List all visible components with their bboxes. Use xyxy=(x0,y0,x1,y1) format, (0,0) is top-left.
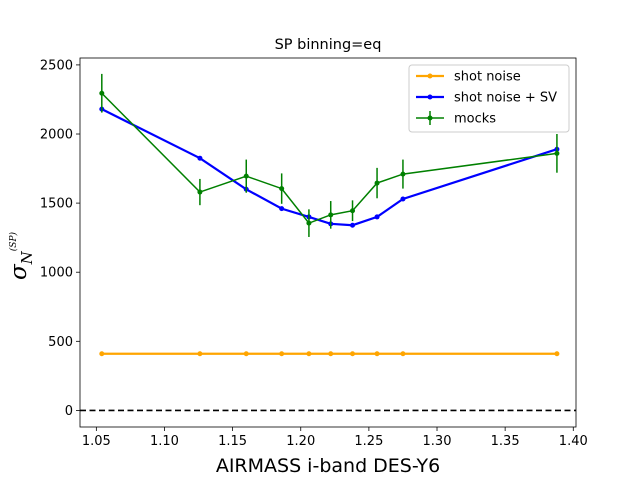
legend-label: shot noise xyxy=(454,70,521,85)
legend-label: shot noise + SV xyxy=(454,91,557,106)
x-tick-label: 1.25 xyxy=(354,434,383,449)
legend-entries: shot noise shot noise + SV mocks xyxy=(416,70,557,127)
series-3 xyxy=(99,73,560,237)
data-point xyxy=(554,150,560,156)
data-point xyxy=(350,208,356,214)
data-point xyxy=(99,90,105,96)
x-tick-label: 1.15 xyxy=(218,434,247,449)
data-point xyxy=(554,351,560,357)
legend: shot noise shot noise + SV mocks xyxy=(408,64,570,133)
series-1 xyxy=(99,351,560,357)
y-axis-label-main: σ xyxy=(6,263,32,280)
data-point xyxy=(197,155,203,161)
series-layer xyxy=(99,73,560,357)
data-point xyxy=(350,351,356,357)
legend-entry-2: shot noise + SV xyxy=(416,91,557,106)
y-tick-label: 2000 xyxy=(40,128,73,143)
y-tick-label: 500 xyxy=(48,335,73,350)
data-point xyxy=(400,171,406,177)
y-axis-label-sub: N xyxy=(18,250,36,265)
data-point xyxy=(197,351,203,357)
data-point xyxy=(400,196,406,202)
data-point xyxy=(328,212,334,218)
legend-marker xyxy=(427,94,433,100)
series-line xyxy=(101,108,558,227)
x-tick-label: 1.20 xyxy=(286,434,315,449)
legend-label: mocks xyxy=(454,112,496,127)
data-point xyxy=(374,351,380,357)
x-tick-label: 1.35 xyxy=(491,434,520,449)
x-tick-label: 1.30 xyxy=(423,434,452,449)
data-point xyxy=(99,351,105,357)
data-point xyxy=(374,214,380,220)
data-point xyxy=(400,351,406,357)
data-point xyxy=(374,180,380,186)
y-axis-label-sup: (SP) xyxy=(8,231,19,251)
data-point xyxy=(328,351,334,357)
data-point xyxy=(279,206,285,212)
data-point xyxy=(197,189,203,195)
data-point xyxy=(243,351,249,357)
data-point xyxy=(350,222,356,228)
y-axis: 0 500 1000 1500 2000 2500 xyxy=(40,58,80,419)
data-point xyxy=(243,173,249,179)
y-tick-label: 2500 xyxy=(40,58,73,73)
y-tick-label: 1000 xyxy=(40,266,73,281)
data-point xyxy=(279,351,285,357)
series-line xyxy=(101,92,558,225)
legend-entry-1: shot noise xyxy=(416,70,521,85)
x-axis-label: AIRMASS i-band DES-Y6 xyxy=(216,455,440,477)
data-point xyxy=(306,351,312,357)
y-axis-label: σN(SP) xyxy=(6,231,36,280)
x-axis: 1.05 1.10 1.15 1.20 1.25 1.30 1.35 1.40 xyxy=(82,427,588,449)
data-point xyxy=(279,186,285,192)
x-tick-label: 1.10 xyxy=(150,434,179,449)
legend-box xyxy=(408,64,570,133)
y-tick-label: 0 xyxy=(65,404,73,419)
legend-entry-3: mocks xyxy=(416,111,496,127)
legend-marker xyxy=(427,73,433,79)
y-tick-label: 1500 xyxy=(40,197,73,212)
data-point xyxy=(306,220,312,226)
svg-text:σN(SP): σN(SP) xyxy=(6,231,36,280)
x-tick-label: 1.40 xyxy=(559,434,588,449)
chart-title: SP binning=eq xyxy=(275,37,382,53)
x-tick-label: 1.05 xyxy=(82,434,111,449)
